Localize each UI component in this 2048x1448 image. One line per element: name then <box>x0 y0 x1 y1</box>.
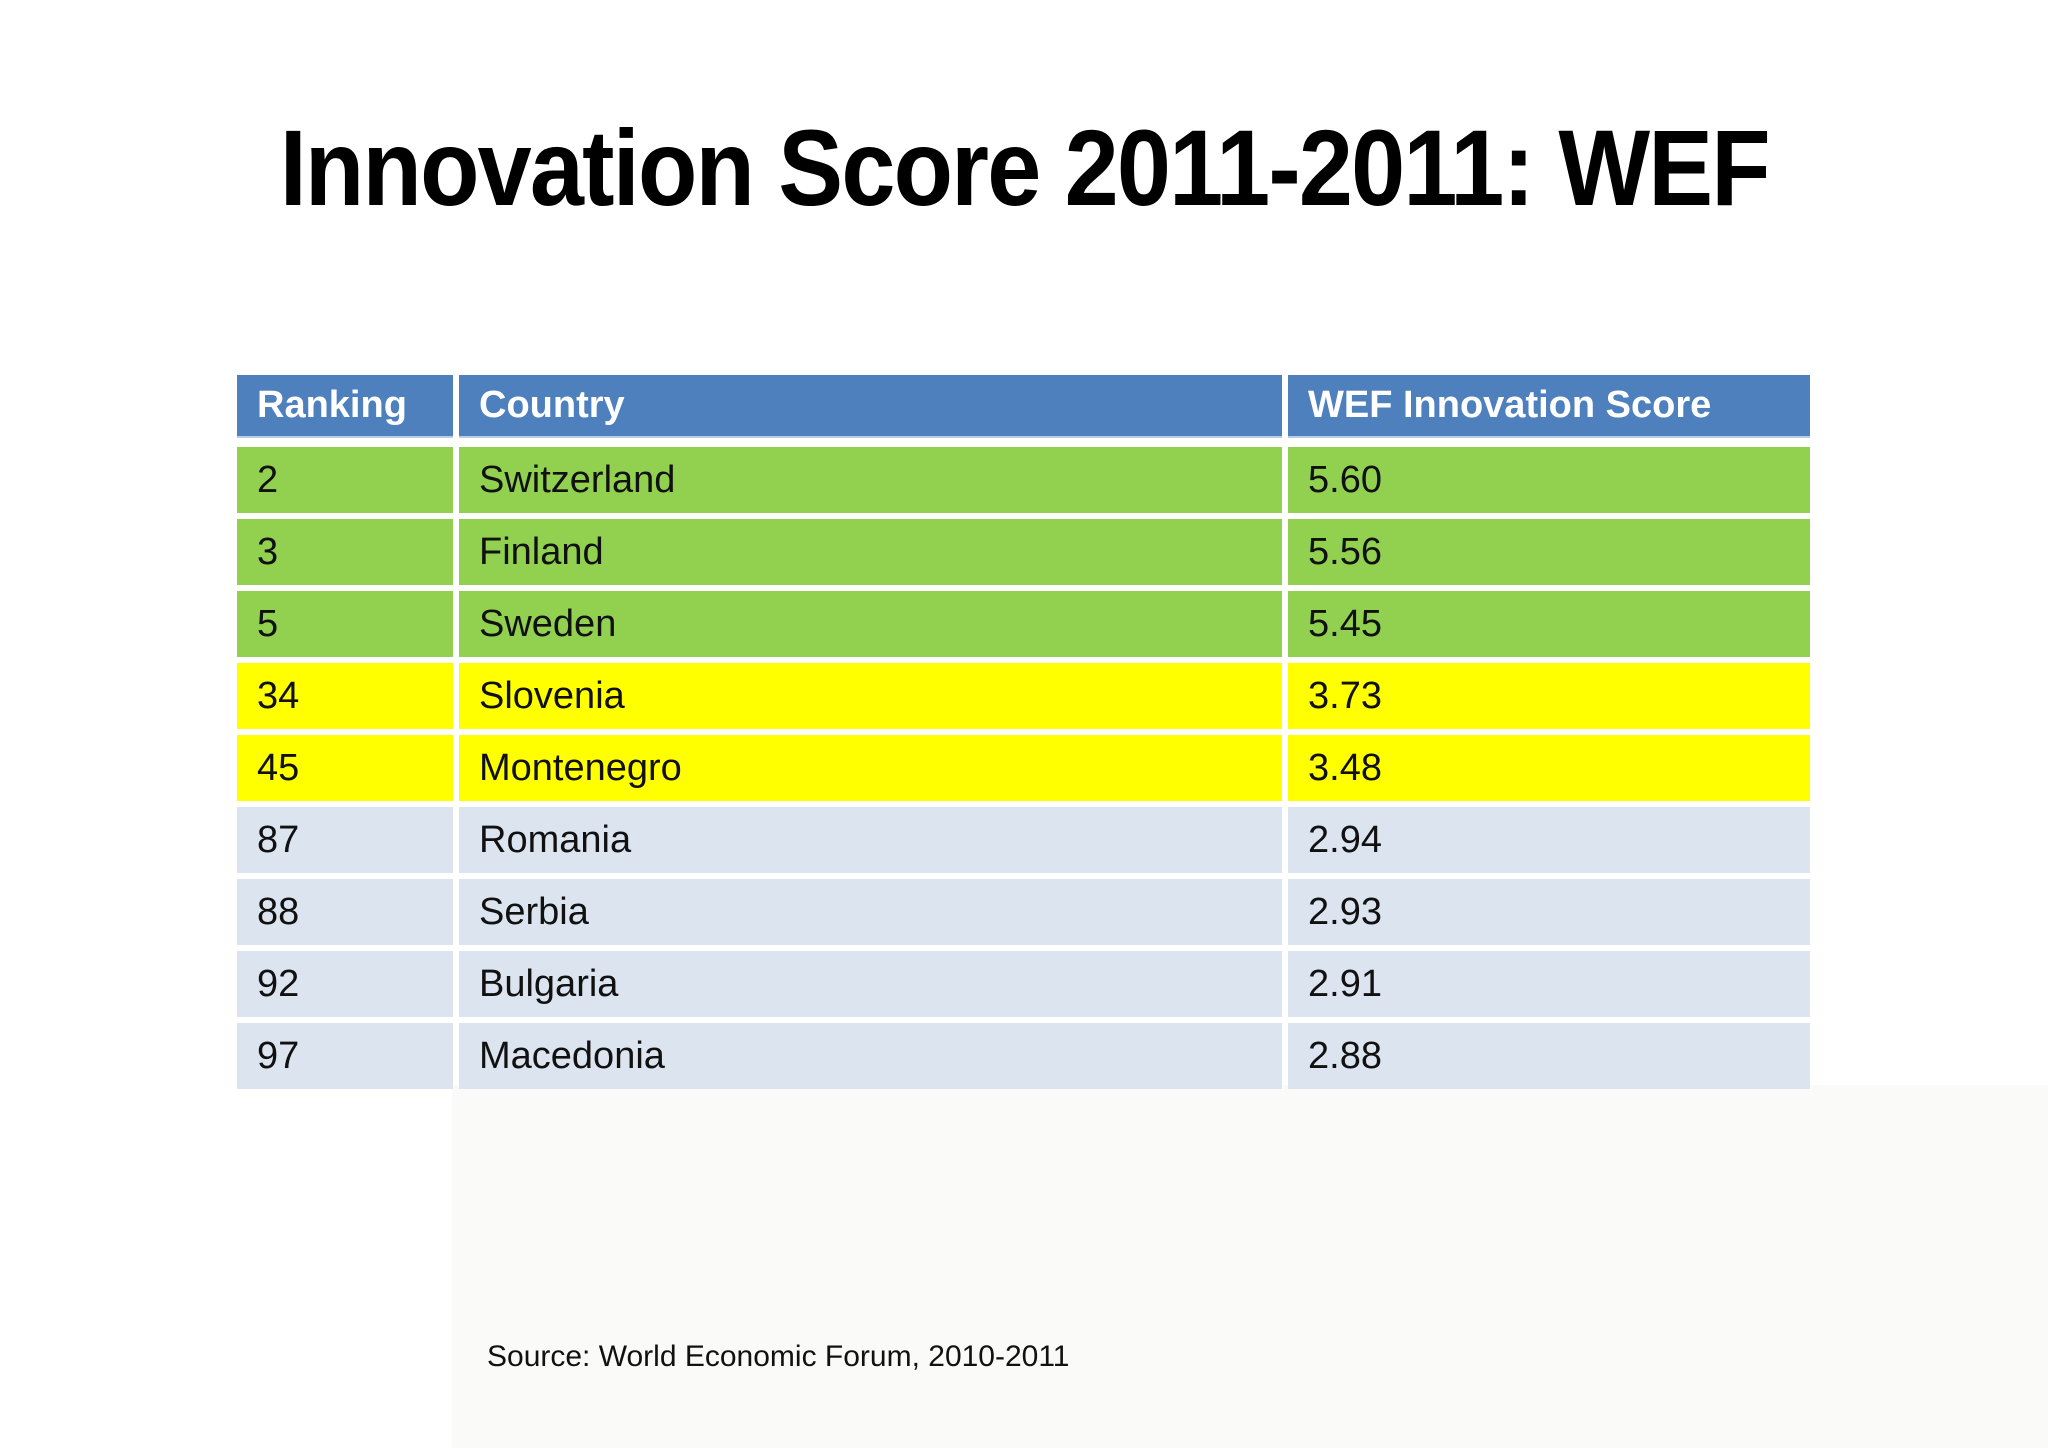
ranking-cell: 97 <box>237 1023 453 1089</box>
country-cell: Sweden <box>459 591 1282 657</box>
ranking-cell: 45 <box>237 735 453 801</box>
country-cell: Bulgaria <box>459 951 1282 1017</box>
country-cell: Macedonia <box>459 1023 1282 1089</box>
ranking-cell: 3 <box>237 519 453 585</box>
ranking-cell: 88 <box>237 879 453 945</box>
country-cell: Romania <box>459 807 1282 873</box>
source-note: Source: World Economic Forum, 2010-2011 <box>487 1340 1070 1373</box>
ranking-cell: 2 <box>237 447 453 513</box>
score-cell: 2.91 <box>1288 951 1810 1017</box>
background-shade <box>452 1085 2048 1448</box>
country-cell: Slovenia <box>459 663 1282 729</box>
score-cell: 2.93 <box>1288 879 1810 945</box>
page-title: Innovation Score 2011-2011: WEF <box>279 107 1770 228</box>
ranking-cell: 5 <box>237 591 453 657</box>
score-cell: 3.73 <box>1288 663 1810 729</box>
ranking-cell: 92 <box>237 951 453 1017</box>
innovation-score-table: Ranking Country WEF Innovation Score 2 S… <box>237 375 1810 1089</box>
country-cell: Montenegro <box>459 735 1282 801</box>
title-container: Innovation Score 2011-2011: WEF <box>0 98 2048 238</box>
score-cell: 5.45 <box>1288 591 1810 657</box>
country-cell: Serbia <box>459 879 1282 945</box>
country-cell: Switzerland <box>459 447 1282 513</box>
score-cell: 5.56 <box>1288 519 1810 585</box>
ranking-cell: 34 <box>237 663 453 729</box>
score-cell: 2.94 <box>1288 807 1810 873</box>
country-cell: Finland <box>459 519 1282 585</box>
score-cell: 2.88 <box>1288 1023 1810 1089</box>
header-cell-ranking: Ranking <box>237 375 453 438</box>
ranking-cell: 87 <box>237 807 453 873</box>
header-cell-score: WEF Innovation Score <box>1288 375 1810 438</box>
header-cell-country: Country <box>459 375 1282 438</box>
score-cell: 3.48 <box>1288 735 1810 801</box>
score-cell: 5.60 <box>1288 447 1810 513</box>
